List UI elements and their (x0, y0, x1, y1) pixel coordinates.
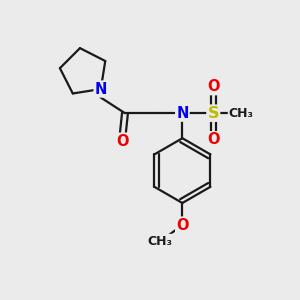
Text: O: O (207, 132, 220, 147)
Text: O: O (207, 79, 220, 94)
Text: N: N (176, 106, 189, 121)
Text: O: O (116, 134, 128, 149)
Text: CH₃: CH₃ (229, 107, 254, 120)
Text: O: O (176, 218, 189, 232)
Text: CH₃: CH₃ (148, 235, 173, 248)
Text: N: N (94, 82, 107, 97)
Text: S: S (208, 106, 219, 121)
